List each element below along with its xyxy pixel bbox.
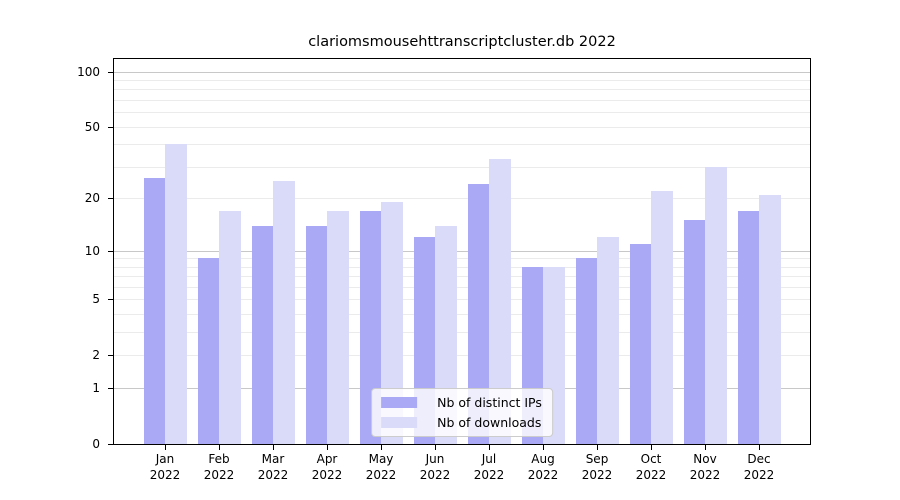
- gridline-minor: [114, 314, 810, 316]
- x-tick-year-label: 2022: [581, 467, 613, 482]
- gridline-minor: [114, 198, 810, 200]
- chart-title: clariomsmousehttranscriptcluster.db 2022: [308, 34, 616, 50]
- x-tick-year-label: 2022: [365, 467, 397, 482]
- y-tick-label: 20: [84, 191, 100, 206]
- bar-distinct-ips-mar: [251, 225, 273, 444]
- y-tick-label: 2: [92, 348, 100, 363]
- legend-label-downloads: Nb of downloads: [437, 415, 542, 430]
- bar-distinct-ips-feb: [197, 258, 219, 444]
- x-tick-year-label: 2022: [311, 467, 343, 482]
- x-tick-year-label: 2022: [257, 467, 289, 482]
- x-tick-label-nov: Nov 2022: [673, 452, 737, 483]
- gridline-minor: [114, 126, 810, 128]
- bar-downloads-dec: [759, 194, 781, 444]
- x-tick-mark: [381, 445, 382, 450]
- gridline-minor: [114, 166, 810, 168]
- bar-downloads-oct: [651, 191, 673, 444]
- x-tick-mark: [327, 445, 328, 450]
- bar-downloads-nov: [705, 166, 727, 444]
- y-tick-label: 1: [92, 381, 100, 396]
- gridline-minor: [114, 112, 810, 114]
- bar-downloads-sep: [597, 237, 619, 444]
- gridline-minor: [114, 100, 810, 101]
- bar-downloads-mar: [273, 181, 295, 444]
- x-tick-label-may: May 2022: [349, 452, 413, 483]
- gridline-minor: [114, 332, 810, 334]
- gridline-major: [114, 250, 810, 252]
- x-tick-mark: [597, 445, 598, 450]
- x-tick-year-label: 2022: [149, 467, 181, 482]
- y-tick-label: 5: [92, 292, 100, 307]
- gridline-minor: [114, 266, 810, 268]
- x-tick-label-sep: Sep 2022: [565, 452, 629, 483]
- bar-distinct-ips-dec: [737, 210, 759, 444]
- x-tick-mark: [759, 445, 760, 450]
- y-tick-label: 0: [92, 437, 100, 451]
- legend-item-downloads: Nb of downloads: [381, 415, 542, 430]
- legend: Nb of distinct IPs Nb of downloads: [371, 388, 553, 437]
- bar-distinct-ips-jan: [143, 178, 165, 444]
- bars-layer: [114, 59, 810, 444]
- bar-distinct-ips-oct: [629, 243, 651, 444]
- x-tick-label-feb: Feb 2022: [187, 452, 251, 483]
- x-tick-label-mar: Mar 2022: [241, 452, 305, 483]
- gridline-minor: [114, 144, 810, 146]
- bar-distinct-ips-apr: [305, 225, 327, 444]
- gridline-minor: [114, 89, 810, 91]
- y-tick-label: 100: [77, 64, 100, 79]
- gridline-major: [114, 71, 810, 73]
- x-tick-mark: [489, 445, 490, 450]
- legend-swatch-downloads: [381, 417, 418, 428]
- x-tick-mark: [705, 445, 706, 450]
- bar-downloads-apr: [327, 210, 349, 444]
- x-tick-year-label: 2022: [419, 467, 451, 482]
- x-tick-year-label: 2022: [527, 467, 559, 482]
- bar-downloads-jan: [165, 144, 187, 444]
- x-tick-year-label: 2022: [473, 467, 505, 482]
- x-tick-mark: [219, 445, 220, 450]
- gridline-minor: [114, 299, 810, 301]
- bar-downloads-jul: [489, 159, 511, 444]
- x-tick-year-label: 2022: [635, 467, 667, 482]
- x-tick-label-jan: Jan 2022: [133, 452, 197, 483]
- bar-distinct-ips-sep: [575, 258, 597, 444]
- x-tick-label-jun: Jun 2022: [403, 452, 467, 483]
- x-tick-label-dec: Dec 2022: [727, 452, 791, 483]
- x-tick-mark: [435, 445, 436, 450]
- x-tick-year-label: 2022: [203, 467, 235, 482]
- bar-distinct-ips-jul: [467, 184, 489, 444]
- gridline-minor: [114, 258, 810, 260]
- gridline-minor: [114, 276, 810, 278]
- bar-distinct-ips-may: [359, 210, 381, 444]
- x-tick-label-oct: Oct 2022: [619, 452, 683, 483]
- x-tick-year-label: 2022: [689, 467, 721, 482]
- legend-swatch-distinct-ips: [381, 397, 418, 408]
- x-tick-year-label: 2022: [743, 467, 775, 482]
- x-tick-mark: [651, 445, 652, 450]
- x-tick-label-apr: Apr 2022: [295, 452, 359, 483]
- legend-item-distinct-ips: Nb of distinct IPs: [381, 395, 542, 410]
- bar-downloads-may: [381, 202, 403, 444]
- bar-distinct-ips-nov: [683, 220, 705, 444]
- x-tick-label-aug: Aug 2022: [511, 452, 575, 483]
- gridline-minor: [114, 80, 810, 81]
- x-tick-mark: [273, 445, 274, 450]
- x-tick-mark: [543, 445, 544, 450]
- x-tick-label-jul: Jul 2022: [457, 452, 521, 483]
- plot-area: Nb of distinct IPs Nb of downloads: [113, 58, 811, 445]
- y-tick-label: 10: [84, 243, 100, 258]
- x-tick-mark: [165, 445, 166, 450]
- gridline-minor: [114, 287, 810, 288]
- legend-label-distinct-ips: Nb of distinct IPs: [437, 395, 542, 410]
- gridline-minor: [114, 355, 810, 357]
- bar-downloads-feb: [219, 210, 241, 444]
- y-tick-label: 50: [84, 119, 100, 134]
